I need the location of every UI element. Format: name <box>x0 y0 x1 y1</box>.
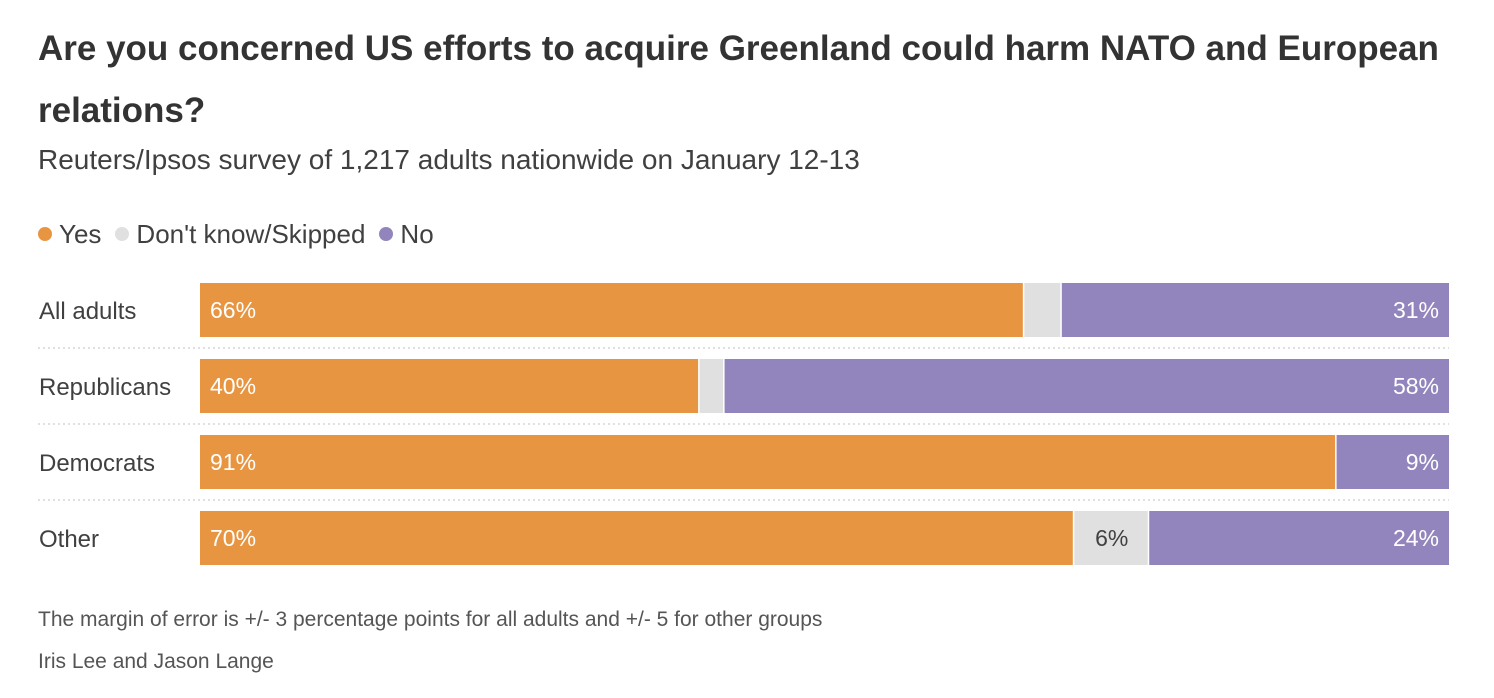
bar-value-label-yes-all-adults: 66% <box>210 297 256 323</box>
row-label-democrats: Democrats <box>39 450 155 477</box>
row-label-other: Other <box>39 526 99 553</box>
bar-segment-dont-know-all-adults <box>1024 283 1061 337</box>
bar-value-label-dont-know-other: 6% <box>1095 525 1128 551</box>
chart-title: Are you concerned US efforts to acquire … <box>38 29 1439 130</box>
bar-value-label-no-democrats: 9% <box>1406 449 1439 475</box>
row-label-republicans: Republicans <box>39 374 171 401</box>
bar-value-label-yes-republicans: 40% <box>210 373 256 399</box>
legend: Yes Don't know/Skipped No <box>38 214 448 254</box>
bar-segment-no-democrats <box>1336 435 1449 489</box>
legend-label-yes: Yes <box>59 218 102 249</box>
bar-value-label-no-other: 24% <box>1393 525 1439 551</box>
legend-item-yes: Yes <box>38 219 101 250</box>
bar-value-label-yes-democrats: 91% <box>210 449 256 475</box>
bar-segment-no-all-adults <box>1061 283 1449 337</box>
bar-segment-yes-other <box>200 511 1073 565</box>
row-label-all-adults: All adults <box>39 298 136 325</box>
bar-value-label-no-all-adults: 31% <box>1393 297 1439 323</box>
bar-value-label-no-republicans: 58% <box>1393 373 1439 399</box>
bar-segment-yes-republicans <box>200 359 699 413</box>
footnote: The margin of error is +/- 3 percentage … <box>38 608 823 631</box>
legend-swatch-dont-know <box>115 227 130 241</box>
legend-item-no: No <box>379 218 434 250</box>
credit-line: Iris Lee and Jason Lange <box>38 650 274 673</box>
legend-item-dont-know: Don't know/Skipped <box>115 219 365 250</box>
legend-label-dont-know: Don't know/Skipped <box>136 218 366 249</box>
legend-swatch-yes <box>38 227 52 241</box>
legend-label-no: No <box>400 218 434 249</box>
bar-value-label-yes-other: 70% <box>210 525 256 551</box>
bar-segment-yes-all-adults <box>200 283 1023 337</box>
bar-segment-no-other <box>1149 511 1449 565</box>
bar-segment-dont-know-republicans <box>699 359 724 413</box>
bar-segment-dont-know-other <box>1074 511 1148 565</box>
bar-segment-yes-democrats <box>200 435 1336 489</box>
bar-segment-no-republicans <box>724 359 1449 413</box>
chart-subtitle: Reuters/Ipsos survey of 1,217 adults nat… <box>38 144 860 175</box>
legend-swatch-no <box>379 227 394 241</box>
